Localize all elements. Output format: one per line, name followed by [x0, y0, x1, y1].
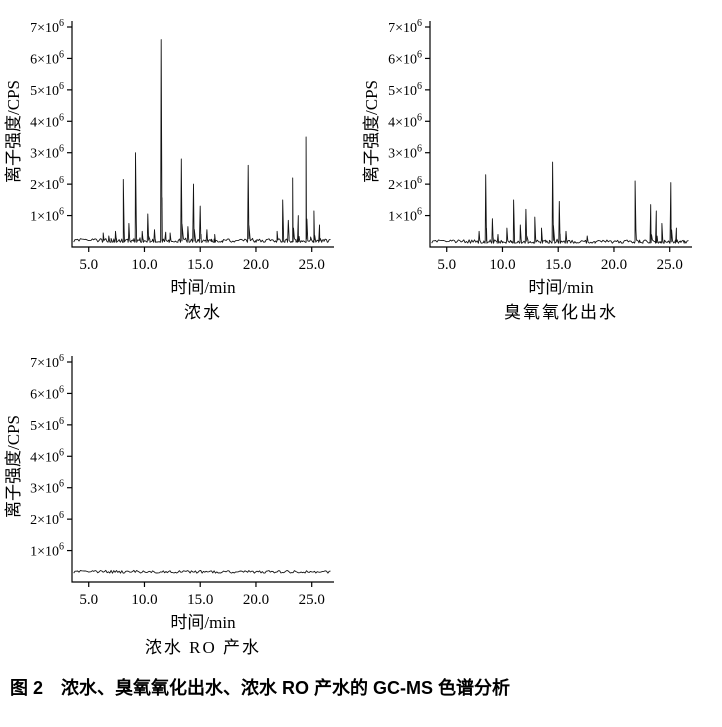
x-tick-label: 25.0	[299, 257, 325, 273]
y-tick-label: 3×106	[388, 144, 422, 162]
chart-concentrate-water: 1×106 2×106 3×106 4×106 5×106 6×106 7×106 5.0 10…	[2, 2, 360, 323]
chromatogram-trace	[73, 569, 331, 574]
axes	[71, 21, 334, 248]
charts-grid: 1×106 2×106 3×106 4×106 5×106 6×106 7×106 5.0 10…	[2, 2, 722, 658]
y-tick-label: 7×106	[30, 18, 64, 36]
y-tick-label: 3×106	[30, 479, 64, 497]
y-tick-label: 1×106	[388, 207, 422, 225]
x-axis-label: 时间/min	[170, 278, 236, 297]
y-tick-label: 2×106	[30, 510, 64, 528]
y-tick-label: 6×106	[388, 49, 422, 67]
chart-subtitle-concentrate: 浓水	[184, 303, 222, 322]
x-axis-label: 时间/min	[170, 613, 236, 632]
x-tick-label: 10.0	[131, 257, 157, 273]
x-tick-label: 20.0	[601, 257, 627, 273]
x-tick-label: 10.0	[489, 257, 515, 273]
y-tick-label: 6×106	[30, 49, 64, 67]
y-tick-label: 4×106	[388, 112, 422, 130]
x-tick-label: 10.0	[131, 592, 157, 608]
y-axis-label: 离子强度/CPS	[4, 80, 23, 183]
chromatogram-trace	[431, 161, 689, 244]
y-tick-label: 7×106	[388, 18, 422, 36]
y-tick-label: 5×106	[30, 81, 64, 99]
figure-page: 1×106 2×106 3×106 4×106 5×106 6×106 7×106 5.0 10…	[2, 2, 722, 698]
y-tick-label: 1×106	[30, 542, 64, 560]
y-tick-label: 5×106	[388, 81, 422, 99]
x-tick-label: 15.0	[545, 257, 571, 273]
y-tick-label: 6×106	[30, 384, 64, 402]
x-tick-label: 25.0	[299, 592, 325, 608]
y-tick-label: 7×106	[30, 353, 64, 371]
y-tick-label: 5×106	[30, 416, 64, 434]
x-tick-label: 25.0	[657, 257, 683, 273]
chromatogram-trace	[73, 39, 331, 243]
y-axis-label: 离子强度/CPS	[362, 80, 381, 183]
chart-ozone-effluent: 1×106 2×106 3×106 4×106 5×106 6×106 7×106 5.0 10…	[360, 2, 718, 323]
y-axis-label: 离子强度/CPS	[4, 415, 23, 518]
y-tick-label: 2×106	[388, 175, 422, 193]
x-tick-label: 5.0	[437, 257, 456, 273]
y-tick-label: 1×106	[30, 207, 64, 225]
x-tick-label: 20.0	[243, 592, 269, 608]
y-tick-label: 4×106	[30, 447, 64, 465]
y-tick-label: 2×106	[30, 175, 64, 193]
chart-ro-product-water: 1×106 2×106 3×106 4×106 5×106 6×106 7×106 5.0 10…	[2, 337, 360, 658]
y-tick-label: 4×106	[30, 112, 64, 130]
ro-product-water-plot: 1×106 2×106 3×106 4×106 5×106 6×106 7×106 5.0 10…	[4, 353, 334, 632]
ozone-effluent-plot: 1×106 2×106 3×106 4×106 5×106 6×106 7×106 5.0 10…	[362, 18, 692, 297]
x-tick-label: 5.0	[79, 592, 98, 608]
x-tick-label: 5.0	[79, 257, 98, 273]
y-tick-label: 3×106	[30, 144, 64, 162]
x-tick-label: 15.0	[187, 257, 213, 273]
chart-subtitle-ro: 浓水 RO 产水	[144, 638, 262, 657]
x-axis-label: 时间/min	[528, 278, 594, 297]
concentrate-water-plot: 1×106 2×106 3×106 4×106 5×106 6×106 7×106 5.0 10…	[4, 18, 334, 297]
x-tick-label: 15.0	[187, 592, 213, 608]
x-tick-label: 20.0	[243, 257, 269, 273]
chart-subtitle-ozone: 臭氧氧化出水	[504, 303, 618, 322]
figure-caption: 图 2 浓水、臭氧氧化出水、浓水 RO 产水的 GC-MS 色谱分析	[10, 678, 511, 698]
axes	[429, 21, 692, 248]
axes	[71, 356, 334, 583]
